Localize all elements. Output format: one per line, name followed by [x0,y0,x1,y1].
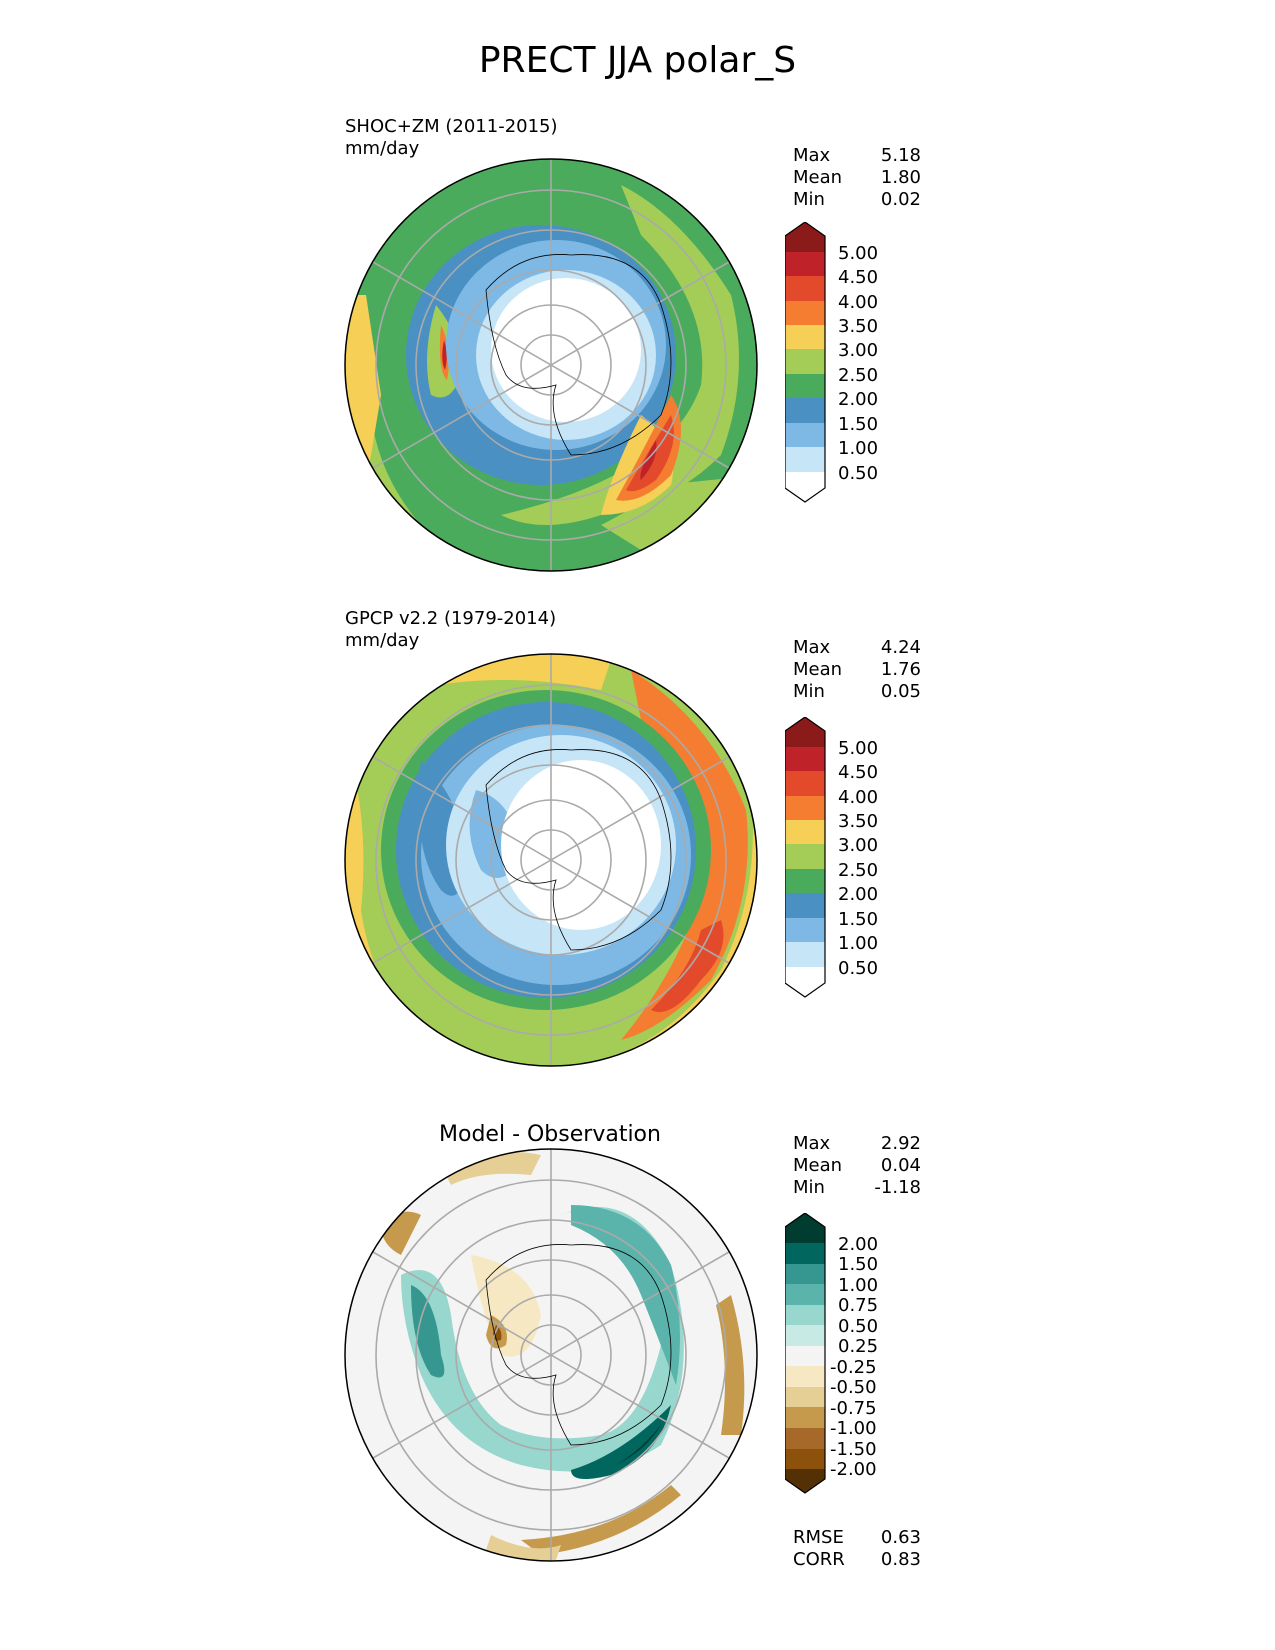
colorbar-tick: 4.00 [838,787,878,808]
colorbar-tick: 1.50 [838,909,878,930]
metric-value: 0.83 [880,1549,921,1570]
map-boundary [344,653,758,1067]
colorbar-tick: 0.50 [838,958,878,979]
colorbar-tick: 0.25 [838,1336,878,1357]
metric-label: RMSE [793,1527,844,1548]
stat-label: Mean [793,167,843,188]
colorbar-tick: 4.50 [838,762,878,783]
colorbar-tick: -0.75 [830,1398,877,1419]
colorbar-tick: -1.00 [830,1418,877,1439]
stat-value: -1.18 [874,1177,921,1198]
panel-1-stats: Max 5.18 Mean 1.80 Min 0.02 [793,145,921,211]
colorbar-tick: 1.00 [838,933,878,954]
map-boundary [344,158,758,572]
panel-2-colorbar: 5.00 4.50 4.00 3.50 3.00 2.50 2.00 1.50 … [785,717,878,998]
colorbar-tick: 5.00 [838,738,878,759]
panel-2-polar-map [344,653,758,1067]
graticule [372,159,730,571]
colorbar-swatches [785,222,825,502]
panel-1-units: mm/day [345,138,420,159]
panel-1-colorbar: 5.00 4.50 4.00 3.50 3.00 2.50 2.00 1.50 … [785,222,878,503]
panel-3-title: Model - Observation [439,1122,661,1147]
stat-label: Max [793,1133,831,1154]
colorbar-tick: 1.50 [838,1254,878,1275]
panel-1-polar-map [344,158,758,572]
panel-2-header: GPCP v2.2 (1979-2014) mm/day [345,608,556,652]
metric-label: CORR [793,1549,845,1570]
stat-label: Min [793,1177,825,1198]
colorbar-tick: 3.00 [838,340,878,361]
stat-label: Min [793,681,825,702]
figure-title: PRECT JJA polar_S [478,40,797,81]
panel-3-stats: Max 2.92 Mean 0.04 Min -1.18 [793,1133,921,1199]
colorbar-tick: 1.50 [838,414,878,435]
colorbar-swatches [785,717,825,997]
antarctica-coastline [485,1244,672,1446]
stat-label: Mean [793,1155,843,1176]
colorbar-tick: 2.50 [838,860,878,881]
colorbar-tick: -1.50 [830,1439,877,1460]
stat-label: Max [793,145,831,166]
panel-2-units: mm/day [345,630,420,651]
colorbar-tick: 5.00 [838,243,878,264]
stat-value: 5.18 [880,145,921,166]
stat-label: Mean [793,659,843,680]
colorbar-tick: -0.25 [830,1357,877,1378]
stat-value: 0.04 [880,1155,921,1176]
colorbar-tick: 3.50 [838,811,878,832]
stat-value: 1.76 [880,659,921,680]
colorbar-tick: 3.50 [838,316,878,337]
panel-2-title: GPCP v2.2 (1979-2014) [345,608,557,629]
colorbar-tick: -0.50 [830,1377,877,1398]
colorbar-swatches [785,1213,825,1493]
colorbar-tick: 2.00 [838,389,878,410]
stat-value: 0.05 [880,681,921,702]
metric-value: 0.63 [880,1527,921,1548]
colorbar-tick: 1.00 [838,438,878,459]
panel-3-colorbar: 2.00 1.50 1.00 0.75 0.50 0.25 -0.25 -0.5… [785,1213,878,1494]
colorbar-tick: 3.00 [838,835,878,856]
panel-1-header: SHOC+ZM (2011-2015) mm/day [345,116,558,160]
colorbar-tick: 0.50 [838,463,878,484]
colorbar-tick: 2.00 [838,884,878,905]
colorbar-tick: 0.75 [838,1295,878,1316]
antarctica-coastline [485,254,672,456]
stat-value: 4.24 [880,637,921,658]
graticule [372,1149,730,1561]
panel-3-metrics: RMSE 0.63 CORR 0.83 [793,1527,921,1571]
stat-value: 2.92 [880,1133,921,1154]
colorbar-tick: 4.50 [838,267,878,288]
colorbar-tick: 2.50 [838,365,878,386]
map-boundary [344,1148,758,1562]
panel-3-polar-map [344,1148,758,1562]
stat-value: 0.02 [880,189,921,210]
colorbar-tick: -2.00 [830,1459,877,1480]
stat-label: Max [793,637,831,658]
stat-label: Min [793,189,825,210]
stat-value: 1.80 [880,167,921,188]
colorbar-tick: 1.00 [838,1275,878,1296]
precip-field [345,654,757,1066]
panel-1-title: SHOC+ZM (2011-2015) [345,116,558,137]
graticule [372,654,730,1066]
antarctica-coastline [485,749,672,951]
panel-2-stats: Max 4.24 Mean 1.76 Min 0.05 [793,637,921,703]
colorbar-tick: 4.00 [838,292,878,313]
colorbar-tick: 0.50 [838,1316,878,1337]
colorbar-tick: 2.00 [838,1234,878,1255]
